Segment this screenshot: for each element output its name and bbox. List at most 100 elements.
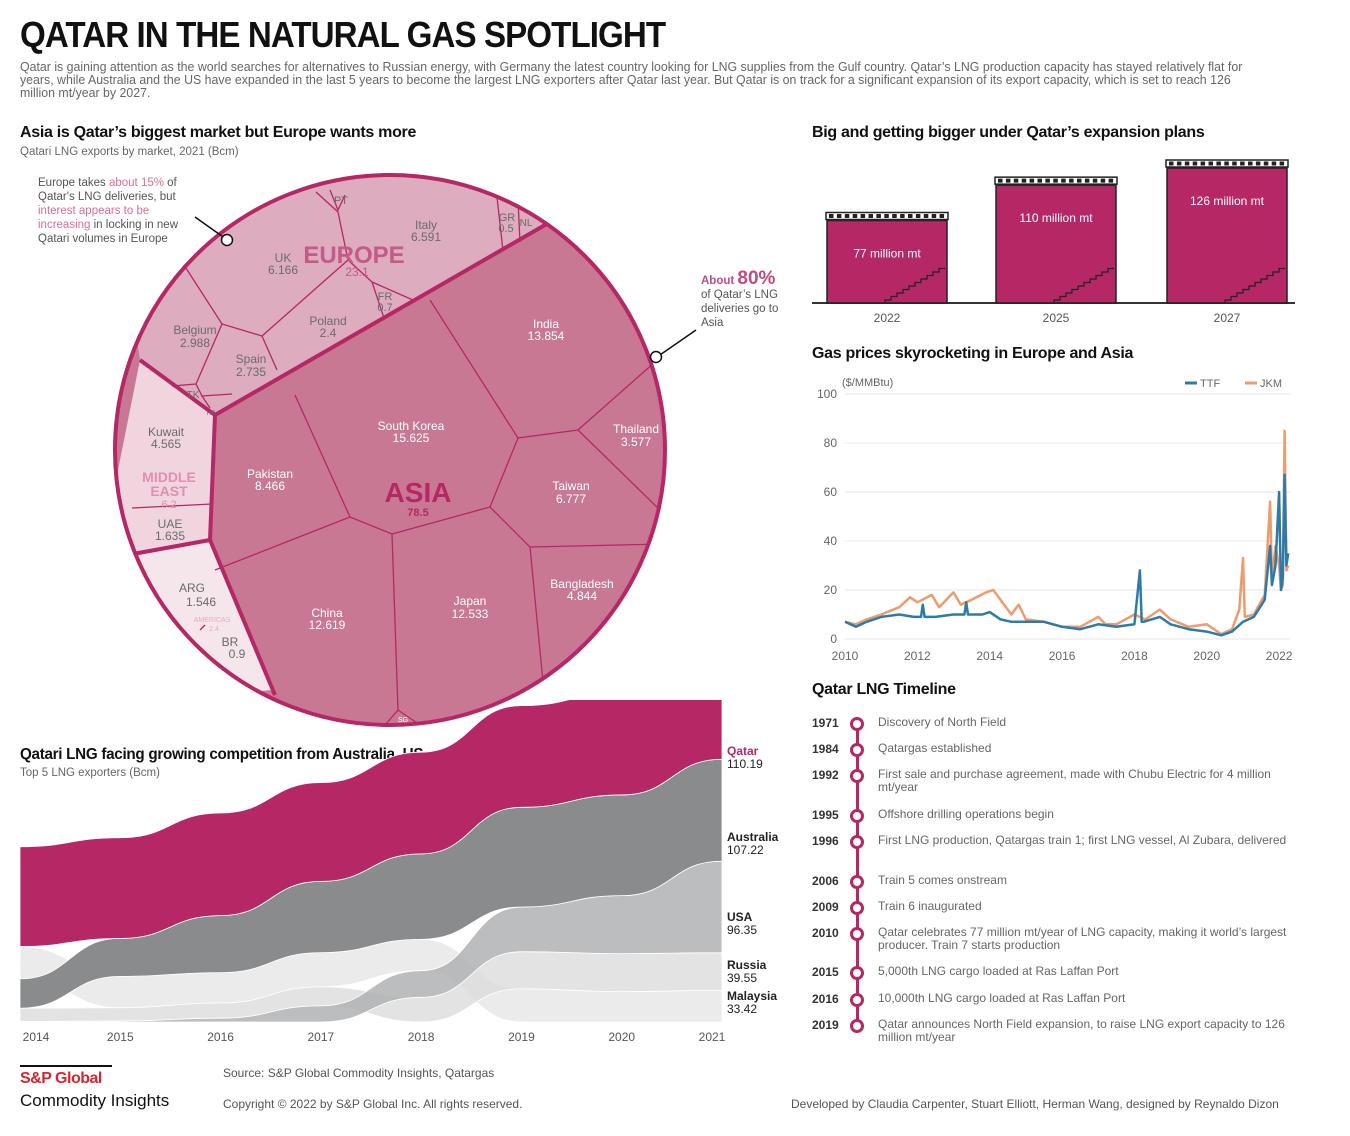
region-value-americas: 2.4 <box>209 626 219 633</box>
capacity-bar-2025: 110 million mt <box>994 176 1118 304</box>
market-value: 6.777 <box>556 492 586 506</box>
market-value: 1.635 <box>155 529 185 543</box>
timeline-text: Discovery of North Field <box>878 715 1007 729</box>
timeline-year: 1995 <box>812 808 839 822</box>
europe-asia-border <box>138 175 665 417</box>
railing-post <box>1053 178 1058 183</box>
region-label-asia: ASIA <box>385 477 452 508</box>
market-label: FR <box>378 291 393 303</box>
timeline-text: Train 5 comes onstream <box>878 873 1007 887</box>
market-value: 2.4 <box>320 326 337 340</box>
x-tick-label: 2020 <box>608 1030 635 1044</box>
market-label: China <box>311 606 343 620</box>
capacity-bar-label: 110 million mt <box>1019 211 1093 225</box>
railing-post <box>931 214 937 218</box>
market-label: NL <box>520 218 533 229</box>
market-label: BR <box>222 635 239 649</box>
railing-post <box>836 214 842 218</box>
series-end-value: 39.55 <box>727 971 757 985</box>
americas-border <box>208 539 277 696</box>
railing-post <box>1200 161 1206 166</box>
credits: Developed by Claudia Carpenter, Stuart E… <box>791 1097 1279 1111</box>
timeline-year: 1984 <box>812 742 839 756</box>
timeline-year: 2015 <box>812 965 839 979</box>
timeline-year: 1971 <box>812 716 839 730</box>
timeline-text: 5,000th LNG cargo loaded at Ras Laffan P… <box>878 964 1119 978</box>
timeline-dot-icon <box>850 993 864 1007</box>
railing-post <box>1005 178 1011 183</box>
middle-east-region <box>115 360 215 560</box>
capacity-bar-label: 126 million mt <box>1190 194 1265 208</box>
cell-border <box>577 429 664 514</box>
timeline-text: Qatargas established <box>878 741 992 755</box>
series-line-jkm <box>844 429 1290 636</box>
x-tick-label: 2022 <box>1266 649 1293 663</box>
market-value: 0.7 <box>377 302 392 314</box>
x-tick-label: 2012 <box>904 649 931 663</box>
tank-body <box>826 219 948 304</box>
railing-post <box>1216 161 1221 166</box>
note-highlight: about 15% <box>108 177 164 189</box>
market-label: Japan <box>454 594 487 608</box>
voronoi-subtitle: Qatari LNG exports by market, 2021 (Bcm) <box>20 146 239 158</box>
series-name-label: Russia <box>727 958 767 972</box>
railing-post <box>1232 161 1237 166</box>
cell-border <box>131 503 213 509</box>
railing-post <box>860 214 866 218</box>
railing-post <box>884 214 889 218</box>
timeline-text: First LNG production, Qatargas train 1; … <box>878 833 1287 847</box>
railing-post <box>1192 161 1198 166</box>
capacity-title: Big and getting bigger under Qatar’s exp… <box>812 124 1205 141</box>
x-tick-label: 2020 <box>1193 649 1220 663</box>
timeline-year: 1996 <box>812 834 839 848</box>
page-title: QATAR IN THE NATURAL GAS SPOTLIGHT <box>20 14 666 55</box>
timeline-text: Offshore drilling operations begin <box>878 807 1054 821</box>
region-label-americas: AMERICAS <box>194 617 231 624</box>
stair-icon <box>884 267 945 303</box>
timeline-text: Qatar announces North Field expansion, t… <box>878 1017 1285 1044</box>
series-end-value: 33.42 <box>727 1002 757 1016</box>
railing-post <box>900 214 905 218</box>
y-tick-label: 40 <box>824 534 838 548</box>
brand-subtitle: Commodity Insights <box>20 1091 170 1110</box>
legend-label: JKM <box>1260 378 1282 390</box>
brand-rule <box>20 1065 112 1067</box>
railing-post <box>1176 161 1182 166</box>
railing-post <box>1263 161 1269 166</box>
timeline-text: Train 6 inaugurated <box>878 899 982 913</box>
railing-post <box>844 214 850 218</box>
market-label: UK <box>275 251 292 265</box>
tank-body <box>995 184 1117 304</box>
copyright: Copyright © 2022 by S&P Global Inc. All … <box>223 1097 523 1111</box>
market-value: 2.988 <box>180 336 210 350</box>
voronoi-title: Asia is Qatar’s biggest market but Europ… <box>20 124 417 141</box>
region-value-europe: 23.1 <box>345 265 369 279</box>
railing-post <box>1037 178 1042 183</box>
timeline-dot-icon <box>850 809 864 823</box>
x-tick-label: 2018 <box>1121 649 1148 663</box>
timeline-dot-icon <box>850 901 864 915</box>
railing-post <box>852 214 858 218</box>
voronoi-outline <box>113 173 667 727</box>
railing-post <box>1029 178 1035 183</box>
series-name-label: Australia <box>727 830 779 844</box>
railing-post <box>1013 178 1019 183</box>
y-tick-label: 60 <box>824 485 838 499</box>
market-value: 1.546 <box>186 595 216 609</box>
region-label-europe: EUROPE <box>303 242 404 269</box>
y-tick-label: 100 <box>817 387 837 401</box>
railing-post <box>1069 178 1074 183</box>
railing-post <box>1061 178 1066 183</box>
market-value: 12.619 <box>309 618 346 632</box>
source-note: Source: S&P Global Commodity Insights, Q… <box>223 1066 495 1080</box>
y-axis-label: ($/MMBtu) <box>842 377 893 389</box>
market-label: Pakistan <box>247 467 293 481</box>
streams-subtitle: Top 5 LNG exporters (Bcm) <box>20 767 160 779</box>
streams-chart: 2014 2015 2016 2017 2018 2019 2020 2021 Qatar110… <box>19 700 779 1044</box>
market-label: TK <box>187 390 200 401</box>
railing-post <box>1092 178 1098 183</box>
market-label: Taiwan <box>552 479 589 493</box>
capacity-chart: 77 million mt 2022 110 million mt 2025 126 m… <box>812 159 1295 325</box>
railing-post <box>1255 161 1261 166</box>
railing-post <box>1248 161 1253 166</box>
